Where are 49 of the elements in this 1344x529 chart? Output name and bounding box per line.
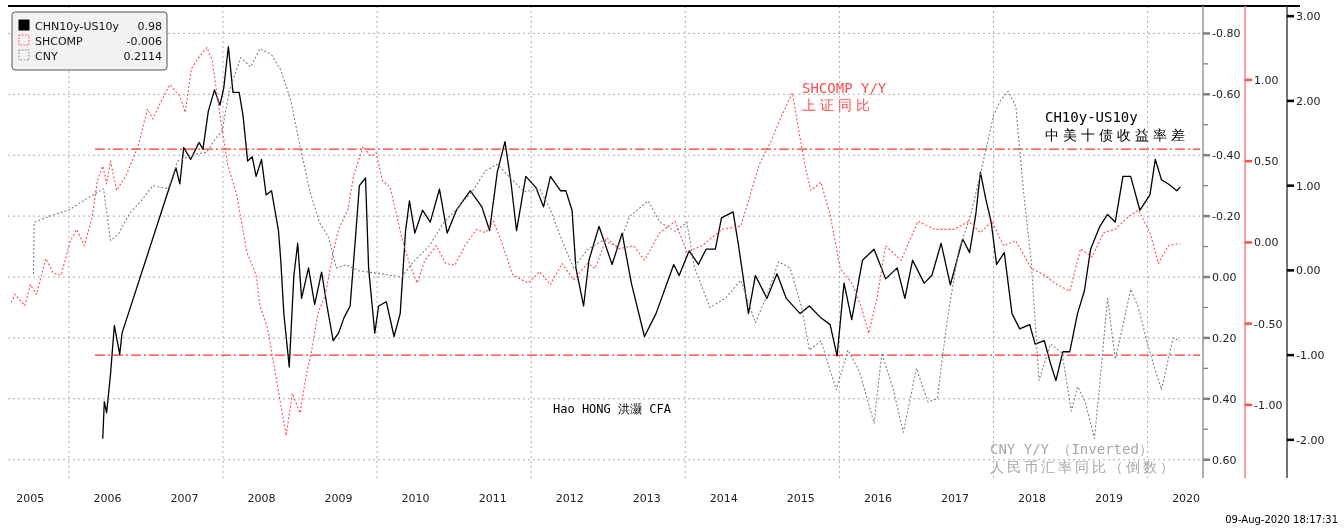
y3-tick-label: 0.20 [1212, 331, 1237, 345]
annotation: 0.98 [137, 20, 162, 33]
y3-tick-label: 0.40 [1212, 392, 1237, 406]
annotation: 人民币汇率同比（倒数） [990, 459, 1177, 475]
y2-tick-label: 0.00 [1254, 236, 1279, 250]
x-tick-label: 2013 [632, 492, 661, 505]
x-tick-label: 2016 [863, 492, 892, 505]
y-tick-label: 2.00 [1296, 94, 1321, 108]
annotation: 0.2114 [123, 50, 162, 63]
x-tick-label: 2015 [786, 492, 815, 505]
x-tick-label: 2018 [1018, 492, 1047, 505]
x-tick-label: 2008 [247, 492, 276, 505]
y3-tick-label: 0.60 [1212, 453, 1237, 467]
y3-tick-label: -0.20 [1212, 210, 1241, 224]
y3-tick-label: -0.60 [1212, 88, 1241, 102]
y2-tick-label: 1.00 [1254, 73, 1279, 87]
y2-tick-label: -1.00 [1254, 398, 1283, 412]
legend-label: SHCOMP [35, 35, 84, 48]
x-tick-label: 2011 [478, 492, 507, 505]
x-tick-label: 2017 [940, 492, 969, 505]
annotation: 上证同比 [802, 97, 874, 113]
x-tick-label: 2005 [16, 492, 45, 505]
y-tick-label: -1.00 [1296, 349, 1325, 363]
annotation: 中美十债收益率差 [1045, 127, 1189, 143]
x-tick-label: 2014 [709, 492, 738, 505]
x-tick-label: 2020 [1172, 492, 1201, 505]
annotation: CH10y-US10y [1045, 109, 1138, 125]
annotation: CNY Y/Y （Inverted） [990, 441, 1153, 457]
x-tick-label: 2012 [555, 492, 584, 505]
x-tick-label: 2010 [401, 492, 430, 505]
legend-label: CNY [35, 50, 58, 63]
y3-tick-label: -0.80 [1212, 27, 1241, 41]
x-tick-label: 2019 [1095, 492, 1124, 505]
y2-tick-label: -0.50 [1254, 317, 1283, 331]
x-tick-label: 2006 [93, 492, 122, 505]
x-tick-label: 2009 [324, 492, 353, 505]
y-tick-label: 3.00 [1296, 10, 1321, 24]
annotation: Hao HONG 洪灏 CFA [553, 402, 672, 416]
y3-tick-label: -0.40 [1212, 149, 1241, 163]
annotation: SHCOMP Y/Y [802, 80, 887, 96]
y2-tick-label: 0.50 [1254, 155, 1279, 169]
y-tick-label: -2.00 [1296, 433, 1325, 447]
annotation: -0.006 [126, 35, 162, 48]
y3-tick-label: 0.00 [1212, 271, 1237, 285]
y-tick-label: 1.00 [1296, 179, 1321, 193]
y-tick-label: 0.00 [1296, 264, 1321, 278]
legend-label: CHN10y-US10y [35, 20, 120, 33]
text: 09-Aug-2020 18:17:31 [1225, 514, 1338, 525]
x-tick-label: 2007 [170, 492, 199, 505]
